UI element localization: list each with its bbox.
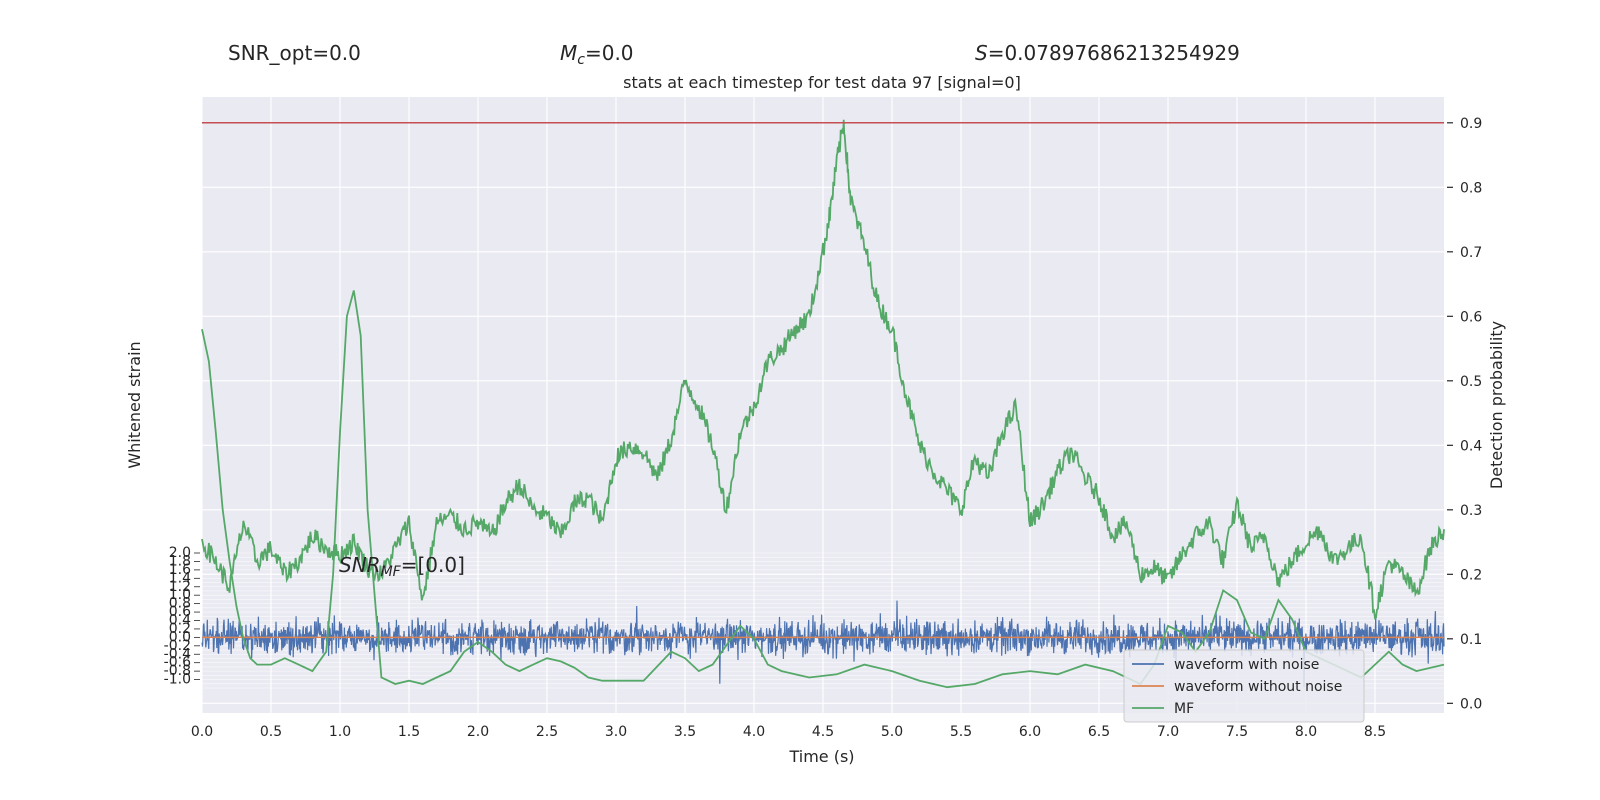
- left-tick-label: 0.2: [169, 621, 191, 637]
- chart-title: stats at each timestep for test data 97 …: [623, 73, 1021, 92]
- x-tick-label: 8.0: [1295, 724, 1317, 740]
- left-tick-label: 0.4: [169, 613, 191, 629]
- right-tick-label: 0.5: [1460, 374, 1482, 390]
- right-tick-label: 0.8: [1460, 180, 1482, 196]
- detection-probability-line: [201, 119, 1445, 620]
- x-tick-label: 8.5: [1364, 724, 1386, 740]
- x-tick-label: 3.5: [674, 724, 696, 740]
- right-tick-label: 0.2: [1460, 567, 1482, 583]
- x-tick-label: 5.5: [950, 724, 972, 740]
- x-tick-label: 2.0: [467, 724, 489, 740]
- x-tick-label: 0.5: [260, 724, 282, 740]
- left-tick-label: 1.0: [169, 587, 191, 603]
- chirp-mass-label: Mc=0.0: [560, 41, 634, 68]
- legend-label-noise: waveform with noise: [1174, 657, 1319, 673]
- score-label: S=0.07897686213254929: [975, 41, 1240, 65]
- right-tick-label: 0.1: [1460, 632, 1482, 648]
- x-tick-label: 2.5: [536, 724, 558, 740]
- mf-line: [201, 290, 1445, 689]
- left-tick-label: 1.2: [169, 579, 191, 595]
- x-tick-label: 6.5: [1088, 724, 1110, 740]
- snr-mf-annotation: SNRMF=[0.0]: [339, 553, 465, 580]
- snr-opt-label: SNR_opt=0.0: [228, 41, 361, 65]
- left-tick-label: -0.8: [164, 663, 191, 679]
- x-tick-label: 0.0: [191, 724, 213, 740]
- left-tick-label: -0.4: [164, 646, 191, 662]
- right-tick-label: 0.6: [1460, 309, 1482, 325]
- left-tick-label: 0.0: [169, 629, 191, 645]
- x-tick-label: 4.5: [812, 724, 834, 740]
- left-tick-label: 2.0: [169, 545, 191, 561]
- x-axis-label: Time (s): [788, 747, 854, 766]
- left-tick-label: 0.8: [169, 596, 191, 612]
- left-tick-label: -1.0: [164, 672, 191, 688]
- right-axis-label: Detection probability: [1487, 321, 1506, 489]
- x-tick-label: 6.0: [1019, 724, 1041, 740]
- x-axis-ticks: 0.0 0.5 1.0 1.5 2.0 2.5 3.0 3.5 4.0 4.5 5.0 5.5 6.0 6…: [191, 724, 1386, 740]
- x-tick-label: 1.0: [329, 724, 351, 740]
- left-tick-label: 1.6: [169, 562, 191, 578]
- right-tick-label: 0.4: [1460, 438, 1482, 454]
- left-tick-label: 1.4: [169, 570, 191, 586]
- legend-label-mf: MF: [1174, 701, 1194, 717]
- x-tick-label: 1.5: [398, 724, 420, 740]
- right-axis-ticks: 0.0 0.1 0.2 0.3 0.4 0.5 0.6 0.7 0.8 0.9: [1447, 116, 1482, 712]
- left-tick-label: -0.2: [164, 638, 191, 654]
- left-tick-label: -0.6: [164, 655, 191, 671]
- right-tick-label: 0.7: [1460, 245, 1482, 261]
- right-tick-label: 0.0: [1460, 696, 1482, 712]
- right-tick-label: 0.9: [1460, 116, 1482, 132]
- left-axis-ticks: 2.01.81.61.41.21.00.80.60.40.20.0-0.2-0.…: [164, 545, 200, 688]
- legend-label-clean: waveform without noise: [1174, 679, 1342, 695]
- x-tick-label: 7.0: [1157, 724, 1179, 740]
- x-tick-label: 3.0: [605, 724, 627, 740]
- left-axis-label: Whitened strain: [125, 341, 144, 468]
- left-tick-label: 0.6: [169, 604, 191, 620]
- x-tick-label: 7.5: [1226, 724, 1248, 740]
- right-tick-label: 0.3: [1460, 503, 1482, 519]
- x-tick-label: 4.0: [743, 724, 765, 740]
- x-tick-label: 5.0: [881, 724, 903, 740]
- legend: waveform with noise waveform without noi…: [1123, 649, 1365, 723]
- left-tick-label: 1.8: [169, 553, 191, 569]
